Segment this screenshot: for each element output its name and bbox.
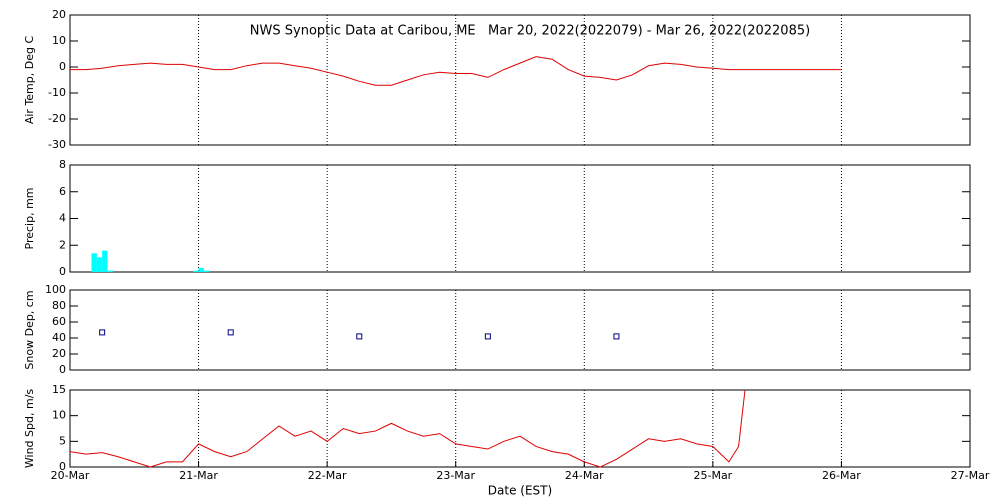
line [69, 389, 746, 468]
y-axis-label: Wind Spd, m/s [23, 389, 36, 469]
y-tick-label: 0 [59, 60, 66, 73]
y-tick-label: 10 [52, 34, 66, 47]
x-tick-label: 21-Mar [179, 469, 218, 482]
y-tick-label: 0 [59, 460, 66, 473]
bar [96, 257, 103, 272]
chart-title: NWS Synoptic Data at Caribou, ME Mar 20,… [250, 24, 810, 39]
y-tick-label: 2 [59, 238, 66, 251]
y-tick-label: 4 [59, 212, 66, 225]
y-tick-label: -10 [48, 86, 66, 99]
x-axis-label: Date (EST) [488, 484, 552, 498]
y-tick-label: 0 [59, 363, 66, 376]
y-tick-label: -20 [48, 112, 66, 125]
x-tick-label: 20-Mar [51, 469, 90, 482]
y-axis-label: Snow Dep, cm [23, 290, 36, 369]
y-tick-label: 10 [52, 409, 66, 422]
point [227, 329, 234, 336]
y-tick-label: 60 [52, 315, 66, 328]
x-tick-label: 27-Mar [951, 469, 990, 482]
x-tick-label: 25-Mar [693, 469, 732, 482]
y-tick-label: -30 [48, 138, 66, 151]
y-tick-label: 6 [59, 185, 66, 198]
y-tick-label: 15 [52, 383, 66, 396]
bar [203, 270, 210, 272]
point [484, 333, 491, 340]
y-tick-label: 5 [59, 434, 66, 447]
point [99, 329, 106, 336]
bar [107, 270, 113, 272]
x-tick-label: 23-Mar [436, 469, 475, 482]
y-tick-label: 0 [59, 265, 66, 278]
y-tick-label: 20 [52, 347, 66, 360]
y-tick-label: 80 [52, 299, 66, 312]
panel-frame [69, 389, 971, 468]
y-tick-label: 20 [52, 8, 66, 21]
bar [91, 253, 97, 272]
y-tick-label: 40 [52, 331, 66, 344]
bar [198, 267, 204, 272]
line [70, 56, 842, 86]
panel-frame [69, 164, 971, 273]
y-axis-label: Air Temp, Deg C [23, 36, 36, 125]
point [356, 333, 363, 340]
panel-frame [69, 289, 971, 371]
point [613, 333, 620, 340]
x-tick-label: 24-Mar [565, 469, 604, 482]
bar [102, 250, 108, 272]
x-tick-label: 22-Mar [308, 469, 347, 482]
panel-frame [69, 14, 971, 146]
y-tick-label: 100 [45, 283, 66, 296]
y-tick-label: 8 [59, 158, 66, 171]
y-axis-label: Precip, mm [23, 188, 36, 250]
x-tick-label: 26-Mar [822, 469, 861, 482]
bar [193, 270, 199, 272]
